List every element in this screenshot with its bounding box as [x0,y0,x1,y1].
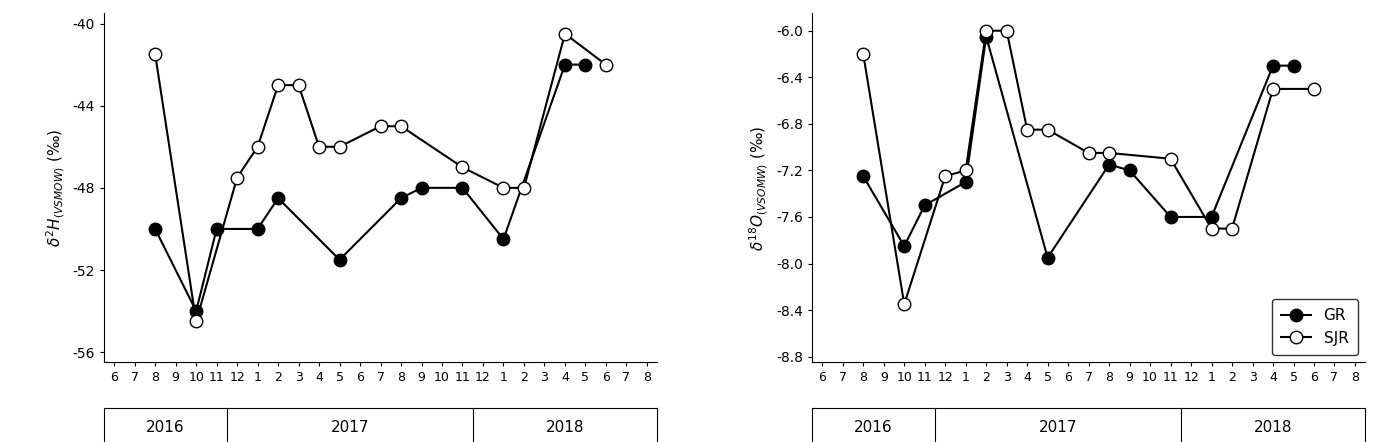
GR [392,195,409,201]
SJR [1080,150,1096,156]
GR [147,226,164,232]
SJR [998,28,1015,34]
SJR [147,52,164,57]
SJR [310,144,327,149]
SJR [958,168,974,173]
GR [495,236,511,242]
SJR [331,144,348,149]
Text: 2016: 2016 [146,419,184,434]
GR [855,174,872,179]
GR [1040,255,1056,260]
Line: SJR: SJR [148,27,613,328]
Text: 2018: 2018 [1254,419,1292,434]
SJR [455,165,471,170]
GR [413,185,430,191]
SJR [188,319,205,324]
GR [1285,63,1301,68]
Line: GR: GR [857,30,1300,264]
SJR [557,31,574,36]
SJR [270,83,287,88]
GR [208,226,225,232]
GR [331,257,348,263]
SJR [1100,150,1117,156]
GR [1163,214,1179,220]
SJR [1306,86,1322,91]
SJR [373,124,389,129]
GR [270,195,287,201]
SJR [979,28,995,34]
GR [979,34,995,39]
SJR [1040,127,1056,132]
SJR [855,51,872,57]
SJR [290,83,306,88]
SJR [229,175,245,180]
GR [557,62,574,67]
SJR [516,185,532,191]
GR [577,62,593,67]
SJR [937,174,954,179]
SJR [495,185,511,191]
GR [958,179,974,185]
GR [188,309,205,314]
SJR [1264,86,1281,91]
GR [1121,168,1138,173]
SJR [249,144,266,149]
Legend: GR, SJR: GR, SJR [1271,299,1357,355]
GR [1203,214,1220,220]
GR [249,226,266,232]
SJR [1163,156,1179,161]
GR [1100,162,1117,167]
SJR [1203,226,1220,231]
GR [455,185,471,191]
SJR [895,301,912,307]
Text: 2018: 2018 [546,419,584,434]
Line: SJR: SJR [857,24,1321,310]
Line: GR: GR [148,58,592,317]
GR [1264,63,1281,68]
GR [895,244,912,249]
Y-axis label: $\delta^{18}O_{(VSOMW)}$ (‰): $\delta^{18}O_{(VSOMW)}$ (‰) [748,125,771,251]
SJR [597,62,614,67]
GR [916,202,933,208]
SJR [392,124,409,129]
Text: 2017: 2017 [330,419,369,434]
SJR [1224,226,1240,231]
Text: 2016: 2016 [854,419,893,434]
Y-axis label: $\delta^2H_{(VSMOW)}$ (‰): $\delta^2H_{(VSMOW)}$ (‰) [44,129,67,247]
Text: 2017: 2017 [1038,419,1077,434]
SJR [1019,127,1035,132]
